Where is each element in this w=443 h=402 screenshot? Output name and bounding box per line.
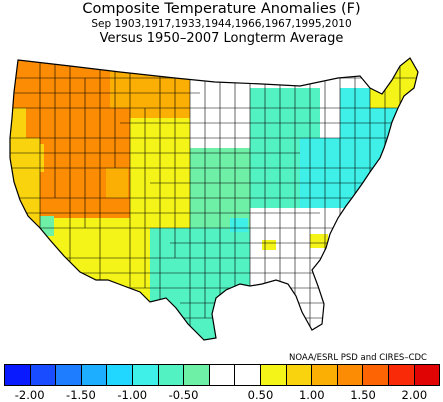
region-patch [40, 216, 54, 236]
colorbar-swatch [81, 365, 108, 385]
colorbar-swatch [30, 365, 57, 385]
colorbar-tick-label: 0.50 [247, 388, 274, 402]
colorbar-tick-label: -1.00 [117, 388, 148, 402]
colorbar-tick-label: -2.00 [14, 388, 45, 402]
region-patch [262, 240, 276, 250]
colorbar-swatch [5, 365, 31, 385]
region-patch [106, 168, 128, 198]
colorbar-swatch [107, 365, 133, 385]
colorbar-swatch [260, 365, 287, 385]
colorbar-swatch [209, 365, 236, 385]
colorbar-ticks: -2.00 -1.50 -1.00 -0.50 0.50 1.00 1.50 2.00 [4, 388, 440, 402]
us-map-svg [9, 57, 419, 341]
colorbar-swatch [312, 365, 338, 385]
map-subtitle: Versus 1950–2007 Longterm Average [99, 31, 344, 46]
colorbar-swatch [363, 365, 389, 385]
colorbar-swatch [56, 365, 82, 385]
region-patch [34, 144, 44, 172]
colorbar-swatch [184, 365, 210, 385]
colorbar-tick-label: 1.50 [350, 388, 376, 402]
colorbar-swatch [388, 365, 415, 385]
colorbar-tick-label: 1.00 [298, 388, 325, 402]
colorbar-swatch [337, 365, 364, 385]
colorbar-swatch [235, 365, 261, 385]
region-patch [310, 234, 328, 248]
colorbar-swatch [414, 365, 440, 385]
colorbar-tick-label: -0.50 [168, 388, 199, 402]
colorbar-swatch [132, 365, 159, 385]
composite-years-label: Sep 1903,1917,1933,1944,1966,1967,1995,2… [91, 18, 352, 30]
region-patch [26, 108, 60, 138]
us-anomaly-map [0, 48, 443, 348]
map-title: Composite Temperature Anomalies (F) [82, 1, 361, 17]
colorbar-swatch [286, 365, 313, 385]
region-patch [230, 218, 248, 232]
colorbar [4, 364, 440, 386]
colorbar-swatch [158, 365, 185, 385]
credit-label: NOAA/ESRL PSD and CIRES–CDC [289, 353, 427, 363]
colorbar-tick-label: 2.00 [401, 388, 428, 402]
colorbar-tick-label: -1.50 [66, 388, 96, 402]
